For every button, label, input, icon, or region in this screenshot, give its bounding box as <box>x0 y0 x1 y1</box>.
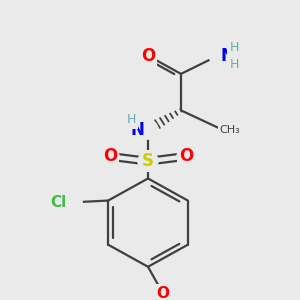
Text: CH₃: CH₃ <box>220 124 240 134</box>
Text: O: O <box>141 47 155 65</box>
Text: Cl: Cl <box>50 195 66 210</box>
Text: H: H <box>229 58 239 71</box>
Text: O: O <box>157 286 169 300</box>
Text: H: H <box>126 113 136 126</box>
Circle shape <box>58 191 82 214</box>
Circle shape <box>139 47 157 64</box>
Text: N: N <box>130 121 144 139</box>
Text: O: O <box>179 147 193 165</box>
Text: O: O <box>103 147 117 165</box>
Circle shape <box>154 285 172 300</box>
Circle shape <box>138 120 158 139</box>
Circle shape <box>101 148 119 165</box>
Text: H: H <box>229 40 239 53</box>
Circle shape <box>209 47 227 64</box>
Circle shape <box>138 152 158 171</box>
Text: S: S <box>142 152 154 170</box>
Circle shape <box>177 148 195 165</box>
Text: N: N <box>220 47 234 65</box>
